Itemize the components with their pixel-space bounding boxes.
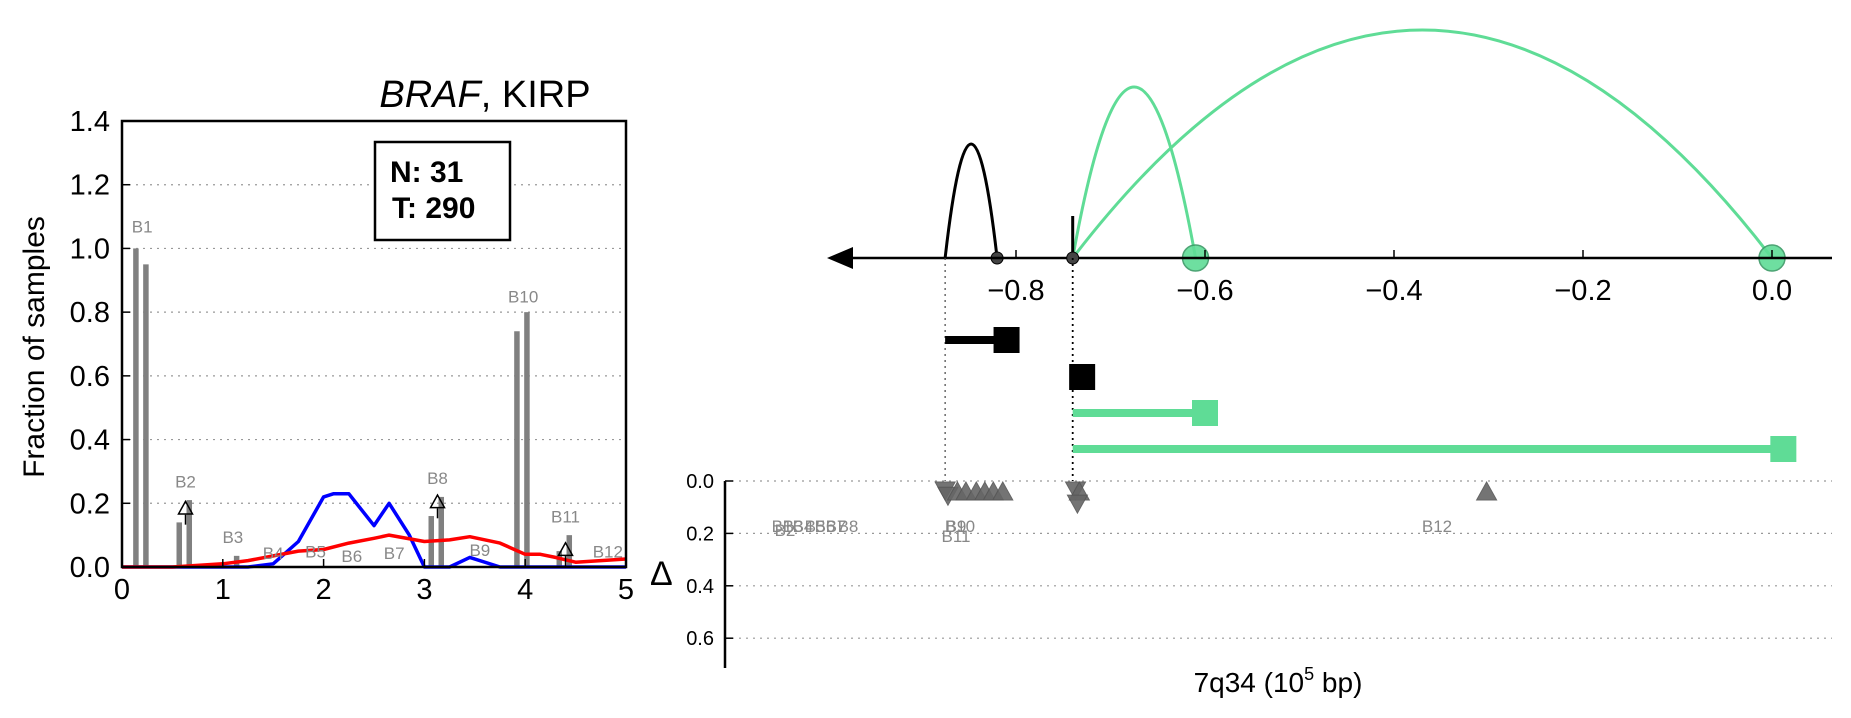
segment-end-square (1770, 436, 1797, 462)
bin-delta-label: B3 (783, 517, 804, 536)
delta-tick-label: 0.6 (686, 628, 714, 650)
y-axis-label: Fraction of samples (18, 216, 51, 478)
axes: 0 1 2 3 4 5 0.0 0.2 0.4 0.6 0.8 1.0 1.2 1.4 (70, 106, 634, 606)
bin-label-group: B1 B2 B3 B4 B5 B6 B7 B8 B9 B10 B11 B12 (132, 218, 623, 567)
normal-bar (133, 248, 139, 567)
y-tick-label: 0.0 (70, 552, 110, 584)
delta-marker (177, 499, 194, 515)
x-tick-label: 2 (316, 574, 332, 606)
title-gene: BRAF (379, 74, 482, 116)
interaction-arc (1071, 85, 1198, 259)
x-tick-label: 0 (114, 574, 130, 606)
x-axis-label-unit: bp) (1314, 667, 1362, 698)
bin-label: B1 (132, 218, 153, 237)
bin-label: B2 (175, 472, 196, 491)
chart-title: BRAF, KIRP (379, 74, 590, 116)
bin-label: B6 (341, 547, 362, 566)
bin-label: B12 (593, 542, 623, 561)
genomic-axis: −0.8 −0.6 −0.4 −0.2 0.0 (827, 216, 1832, 481)
tumor-bar (524, 312, 530, 567)
stats-tumor-count: T: 290 (392, 192, 475, 225)
tumor-bar (566, 535, 573, 567)
y-tick-label: 1.0 (70, 233, 110, 265)
bin-delta-label: B6 (815, 517, 836, 536)
tumor-bar (438, 496, 445, 567)
x-tick-label: 5 (618, 574, 634, 606)
x-tick-label: 4 (517, 574, 533, 606)
stats-normal-count: N: 31 (390, 156, 463, 189)
bin-label: B11 (551, 507, 580, 526)
x-tick-label: −0.6 (1176, 275, 1233, 307)
bin-label: B4 (263, 544, 284, 563)
line-series-group (122, 491, 627, 569)
y-tick-label: 0.8 (70, 297, 110, 329)
bin-delta-marker (1475, 480, 1498, 501)
delta-marker (429, 493, 446, 509)
delta-tick-label: 0.4 (686, 576, 714, 598)
bin-delta-label: B10 (945, 517, 975, 536)
x-tick-label: 3 (416, 574, 432, 606)
bin-delta-label: B2 (775, 521, 796, 540)
x-tick-label: −0.8 (987, 275, 1044, 307)
y-tick-label: 0.6 (70, 361, 110, 393)
y-tick-label: 1.2 (70, 170, 110, 202)
delta-tick-label: 0.0 (686, 471, 714, 493)
stats-box: N: 31 T: 290 (373, 140, 512, 242)
x-axis-label: 7q34 (105 bp) (1194, 664, 1363, 698)
bin-delta-label: B7 (826, 517, 847, 536)
normal-bar (176, 522, 183, 567)
title-cancer: , KIRP (481, 74, 591, 116)
normal-bar (514, 331, 520, 567)
bin-delta-label: B12 (1422, 517, 1452, 536)
segment-end-square (1069, 364, 1096, 390)
interaction-arc (1071, 28, 1774, 259)
bin-label: B5 (305, 542, 326, 561)
bin-delta-label: B8 (838, 517, 859, 536)
delta-axis-label: Δ (650, 555, 673, 593)
bin-delta-label: B5 (805, 517, 826, 536)
interaction-arc (943, 142, 999, 259)
bin-delta-label: B1 (772, 517, 793, 536)
segment-end-square (993, 327, 1020, 353)
bin-label: B8 (427, 469, 448, 488)
bin-delta-label: B9 (946, 517, 967, 536)
x-tick-label: −0.4 (1365, 275, 1422, 307)
series-line (122, 533, 627, 569)
y-tick-label: 0.2 (70, 488, 110, 520)
bin-delta-marker (991, 480, 1014, 501)
bin-delta-label: B4 (793, 517, 814, 536)
bar-group (133, 248, 573, 567)
segment-group (945, 327, 1797, 462)
x-axis-label-exponent: 5 (1304, 664, 1314, 684)
plot-frame (120, 119, 628, 569)
tumor-bar (186, 500, 193, 567)
tumor-bar (143, 264, 149, 567)
arc-group (943, 28, 1786, 272)
delta-marker (557, 541, 574, 557)
segment-end-square (1192, 400, 1218, 426)
axis-arrow-head (827, 247, 853, 269)
bin-label: B3 (222, 528, 243, 547)
x-tick-label: 0.0 (1752, 275, 1792, 307)
y-tick-label: 0.4 (70, 425, 110, 457)
y-tick-label: 1.4 (70, 106, 110, 138)
x-axis-label-main: 7q34 (10 (1194, 667, 1305, 698)
x-tick-label: −0.2 (1554, 275, 1611, 307)
stats-box-frame (373, 140, 512, 242)
bin-delta-marker (1066, 494, 1089, 515)
bin-label: B10 (508, 288, 538, 307)
bin-delta-label: B11 (942, 527, 971, 546)
bin-label: B7 (384, 544, 405, 563)
x-tick-label: 1 (215, 574, 231, 606)
bin-label: B9 (469, 541, 490, 560)
right-chart: −0.8 −0.6 −0.4 −0.2 0.0 0.0 0.2 0.4 0.6 B1B2B3B4… (650, 28, 1832, 698)
delta-tick-label: 0.2 (686, 523, 714, 545)
